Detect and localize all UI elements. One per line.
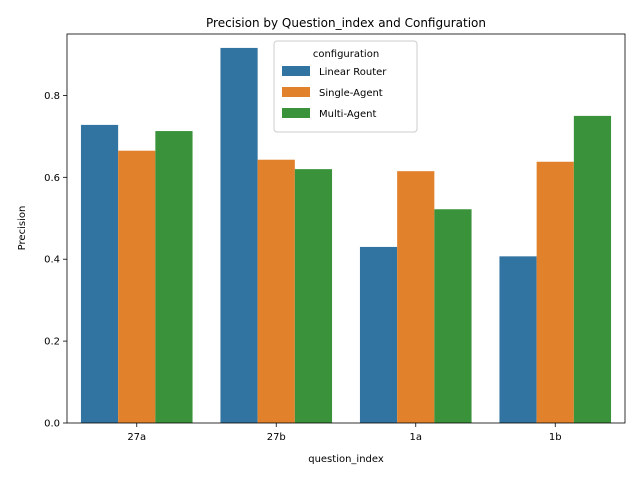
y-tick-label: 0.8 xyxy=(44,91,60,102)
y-tick-label: 0.4 xyxy=(44,255,60,266)
x-tick-label-27a: 27a xyxy=(127,432,146,443)
y-tick-label: 0.2 xyxy=(44,337,60,348)
legend-swatch-linear-router xyxy=(282,66,310,76)
x-axis: 27a 27b 1a 1b xyxy=(127,423,562,443)
bar-multi-agent-27b xyxy=(294,169,333,423)
bar-linear-router-27a xyxy=(80,124,119,424)
plot-frame xyxy=(66,33,626,424)
bars-group xyxy=(80,47,612,424)
x-tick-label-27b: 27b xyxy=(267,432,286,443)
x-tick-label-1a: 1a xyxy=(410,432,423,443)
legend: configuration Linear Router Single-Agent M… xyxy=(273,40,418,133)
y-axis-label: Precision xyxy=(17,206,28,251)
bar-multi-agent-27a xyxy=(155,131,193,424)
bar-single-agent-27b xyxy=(257,159,295,423)
x-axis-label: question_index xyxy=(308,454,384,465)
bar-linear-router-1a xyxy=(359,246,398,423)
x-tick-label-1b: 1b xyxy=(549,432,562,443)
legend-items: Linear Router Single-Agent Multi-Agent xyxy=(282,66,387,120)
legend-label-single-agent: Single-Agent xyxy=(319,88,383,99)
y-tick-label: 0.0 xyxy=(44,419,60,430)
bar-multi-agent-1a xyxy=(434,209,472,423)
legend-label-linear-router: Linear Router xyxy=(319,67,387,78)
bar-single-agent-1b xyxy=(536,161,574,423)
legend-title: configuration xyxy=(313,49,379,60)
y-axis: 0.0 0.2 0.4 0.6 0.8 xyxy=(44,91,67,430)
legend-swatch-single-agent xyxy=(282,87,310,97)
y-tick-label: 0.6 xyxy=(44,173,60,184)
bar-linear-router-1b xyxy=(499,256,537,423)
legend-label-multi-agent: Multi-Agent xyxy=(319,109,377,120)
chart-title: Precision by Question_index and Configur… xyxy=(206,16,486,30)
bar-single-agent-27a xyxy=(118,150,156,423)
bar-linear-router-27b xyxy=(220,47,258,424)
bar-single-agent-1a xyxy=(397,171,435,423)
legend-swatch-multi-agent xyxy=(282,108,310,118)
bar-multi-agent-1b xyxy=(573,115,612,423)
